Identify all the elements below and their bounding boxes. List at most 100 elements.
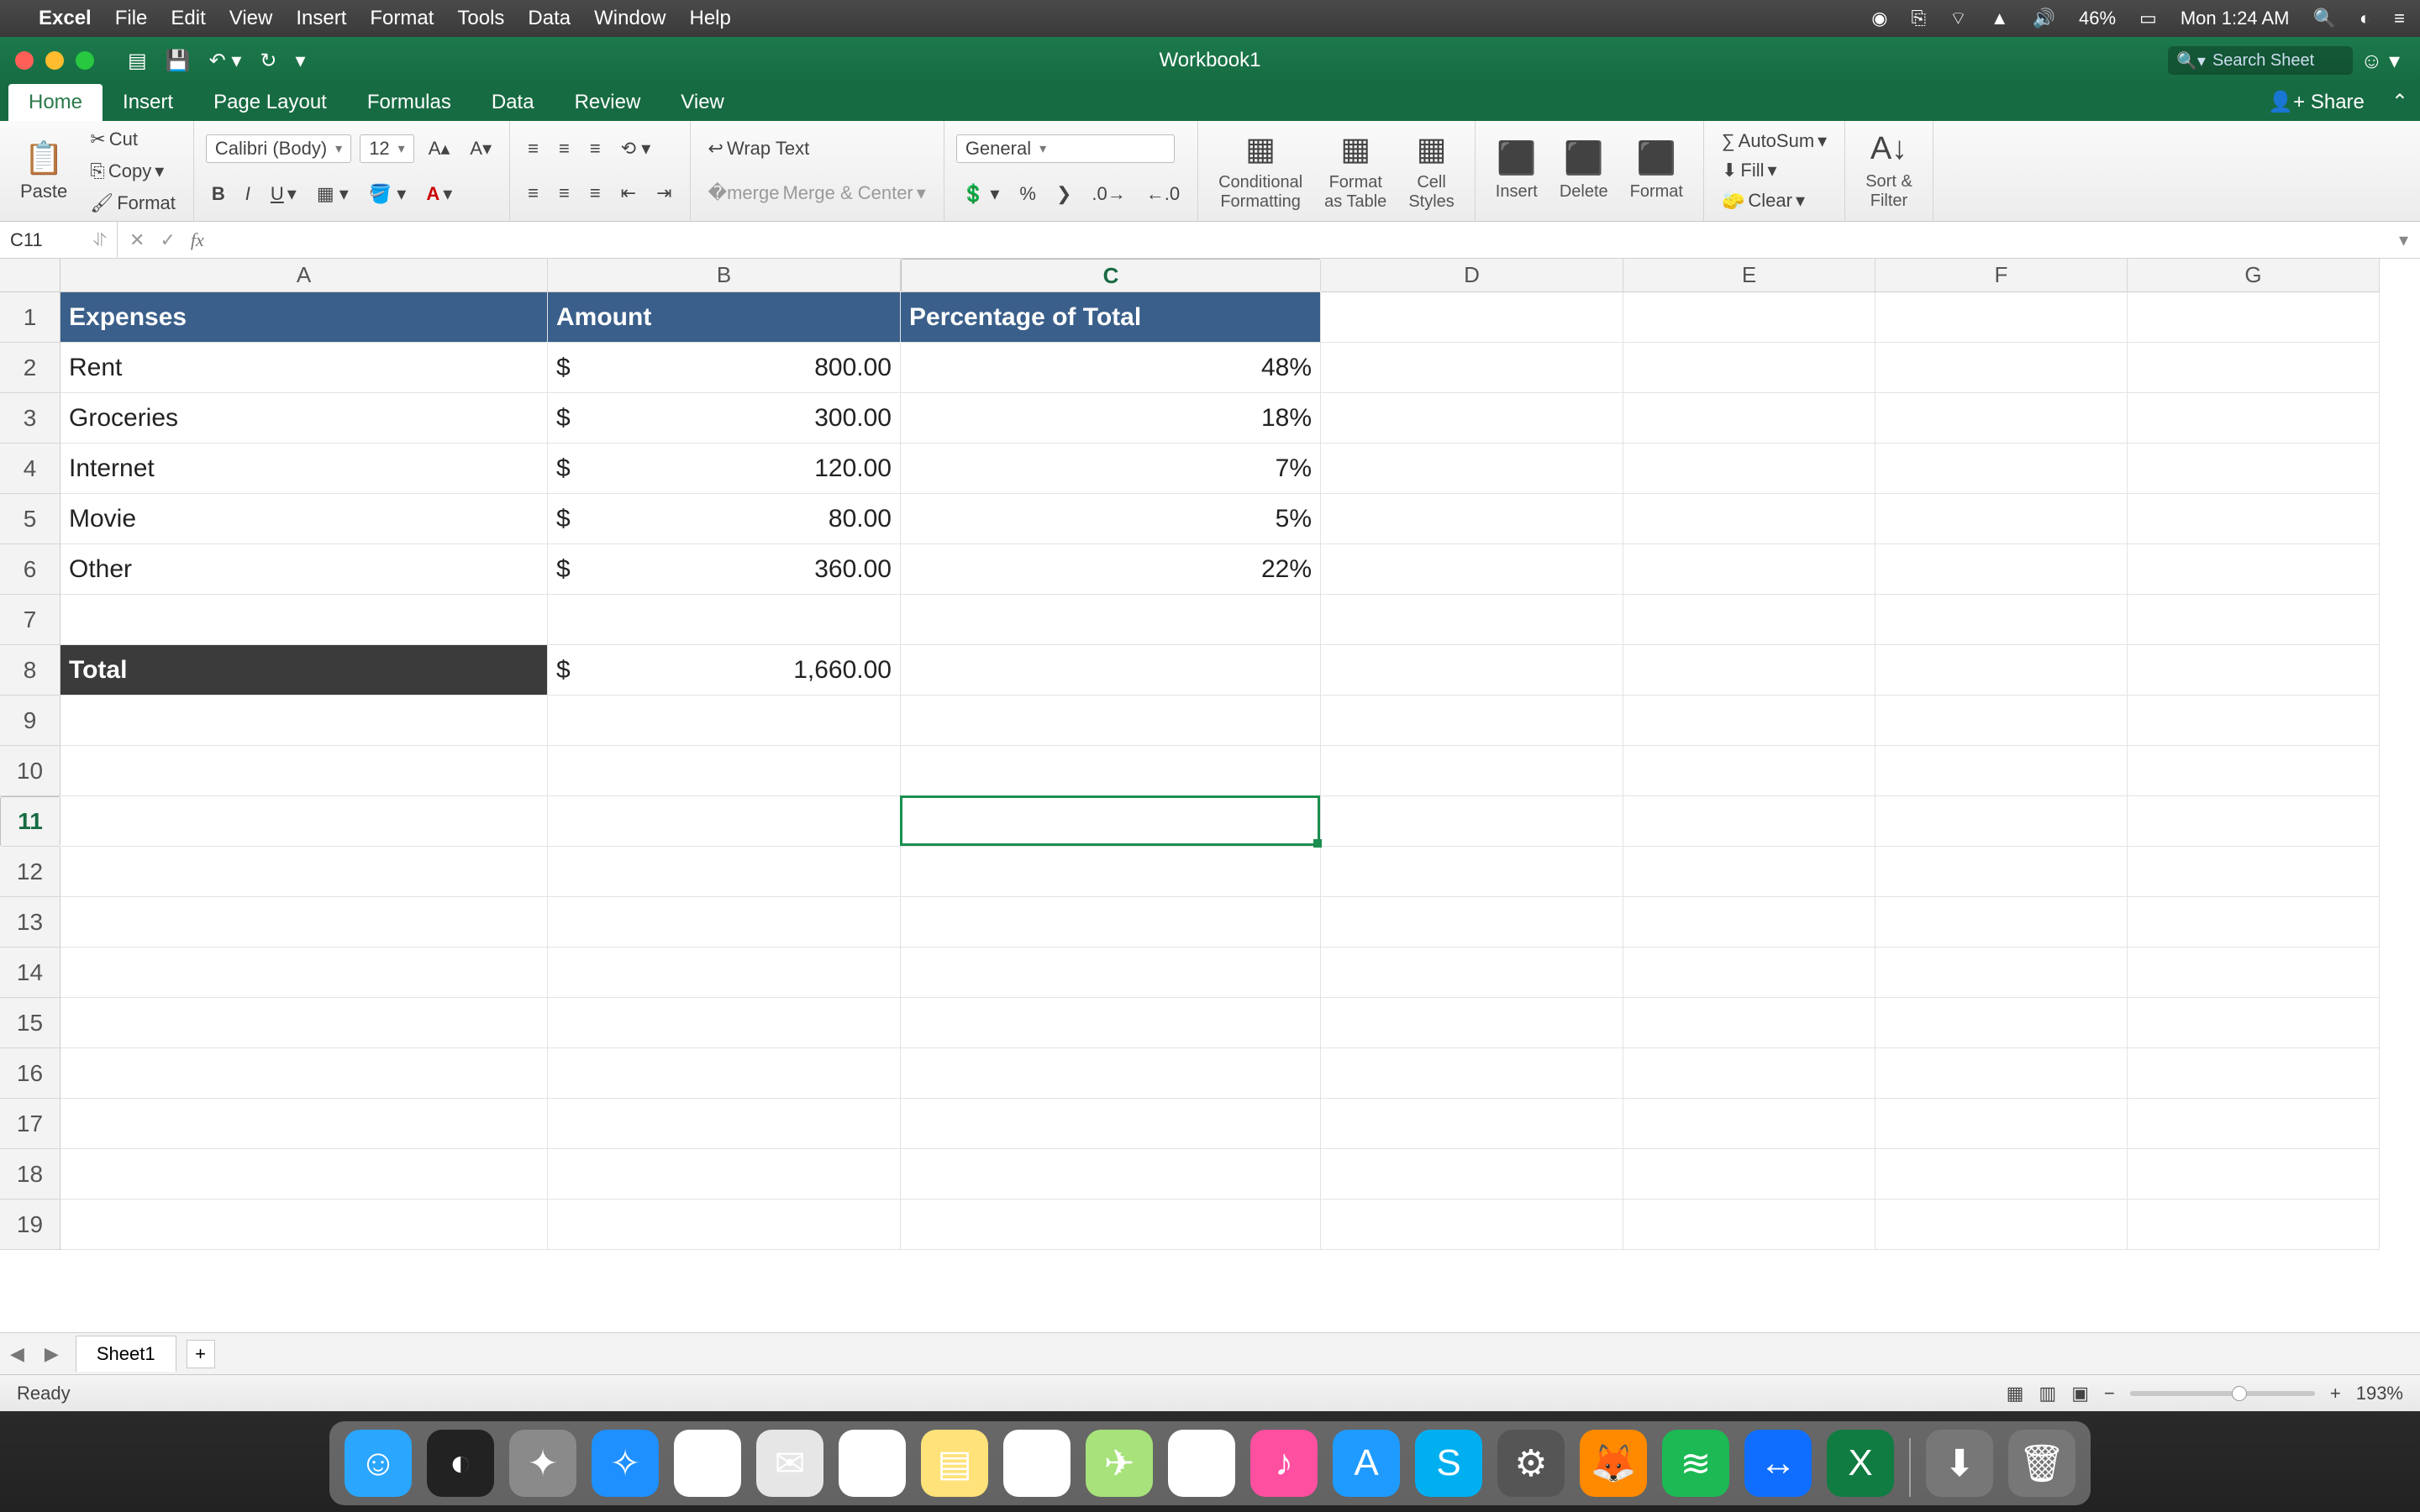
col-header-E[interactable]: E: [1623, 259, 1876, 292]
cell[interactable]: Movie: [60, 494, 548, 544]
dock-app-teamviewer[interactable]: ↔: [1744, 1430, 1812, 1497]
cell[interactable]: [548, 746, 901, 796]
cell[interactable]: [2128, 595, 2380, 645]
cell[interactable]: [1623, 1048, 1876, 1099]
wifi-icon[interactable]: ⌔: [1949, 7, 1967, 30]
cell[interactable]: [2128, 1048, 2380, 1099]
cell[interactable]: [1623, 696, 1876, 746]
cell[interactable]: [901, 1149, 1321, 1200]
worksheet[interactable]: ABCDEFG 12345678910111213141516171819 Ex…: [0, 259, 2420, 1332]
cell[interactable]: Amount: [548, 292, 901, 343]
dock-app-itunes[interactable]: ♪: [1250, 1430, 1318, 1497]
cell[interactable]: [1876, 998, 2128, 1048]
cell[interactable]: 7%: [901, 444, 1321, 494]
cell[interactable]: [548, 1149, 901, 1200]
font-name-select[interactable]: Calibri (Body)▾: [206, 134, 351, 163]
cell[interactable]: [2128, 393, 2380, 444]
cell[interactable]: [548, 696, 901, 746]
cell[interactable]: [60, 696, 548, 746]
cell[interactable]: [2128, 444, 2380, 494]
col-header-C[interactable]: C: [901, 259, 1321, 292]
cell[interactable]: [901, 595, 1321, 645]
cell[interactable]: $360.00: [548, 544, 901, 595]
cell[interactable]: [60, 897, 548, 948]
cancel-formula-icon[interactable]: ✕: [129, 229, 145, 251]
row-header-14[interactable]: 14: [0, 948, 60, 998]
cell[interactable]: Groceries: [60, 393, 548, 444]
row-header-5[interactable]: 5: [0, 494, 60, 544]
align-left-button[interactable]: ≡: [522, 180, 544, 207]
cell[interactable]: Rent: [60, 343, 548, 393]
row-header-18[interactable]: 18: [0, 1149, 60, 1200]
cell[interactable]: Total: [60, 645, 548, 696]
col-header-A[interactable]: A: [60, 259, 548, 292]
attach-icon[interactable]: ⎘: [1911, 8, 1926, 29]
view-normal-icon[interactable]: ▦: [2007, 1383, 2024, 1404]
copy-button[interactable]: ⎘ Copy ▾: [84, 158, 182, 185]
cell[interactable]: [901, 696, 1321, 746]
share-button[interactable]: 👤+ Share: [2253, 83, 2380, 121]
view-pagebreak-icon[interactable]: ▣: [2071, 1383, 2089, 1404]
dock-app-launchpad[interactable]: ✦: [509, 1430, 576, 1497]
cell[interactable]: [1623, 746, 1876, 796]
zoom-slider[interactable]: [2130, 1391, 2315, 1396]
add-sheet-button[interactable]: +: [187, 1340, 215, 1368]
cell[interactable]: [1876, 544, 2128, 595]
eject-icon[interactable]: ▲: [1991, 8, 2009, 29]
row-header-15[interactable]: 15: [0, 998, 60, 1048]
cell[interactable]: [1876, 444, 2128, 494]
cell[interactable]: [1876, 897, 2128, 948]
cell[interactable]: [548, 1048, 901, 1099]
cell[interactable]: Other: [60, 544, 548, 595]
cell[interactable]: [901, 1200, 1321, 1250]
cell[interactable]: [1321, 393, 1623, 444]
cell[interactable]: [1876, 292, 2128, 343]
cell[interactable]: [60, 847, 548, 897]
cell-styles-button[interactable]: ▦Cell Styles: [1400, 127, 1462, 215]
row-header-4[interactable]: 4: [0, 444, 60, 494]
name-box[interactable]: C11⥯: [0, 222, 118, 258]
row-header-1[interactable]: 1: [0, 292, 60, 343]
cell[interactable]: [2128, 746, 2380, 796]
cell[interactable]: [1321, 847, 1623, 897]
cell[interactable]: [60, 948, 548, 998]
cell[interactable]: [901, 998, 1321, 1048]
format-cells-button[interactable]: ⬛Format: [1622, 137, 1691, 205]
cell[interactable]: [1623, 645, 1876, 696]
cell[interactable]: 48%: [901, 343, 1321, 393]
col-header-G[interactable]: G: [2128, 259, 2380, 292]
row-header-10[interactable]: 10: [0, 746, 60, 796]
dock-app-mail[interactable]: ✉: [756, 1430, 823, 1497]
col-header-F[interactable]: F: [1876, 259, 2128, 292]
cell[interactable]: [1321, 444, 1623, 494]
cell[interactable]: [1876, 696, 2128, 746]
menu-tools[interactable]: Tools: [457, 7, 504, 30]
clock[interactable]: Mon 1:24 AM: [2181, 8, 2290, 29]
cloud-icon[interactable]: ◉: [1871, 8, 1887, 29]
cell[interactable]: [1623, 544, 1876, 595]
cell[interactable]: [548, 897, 901, 948]
menubar-app[interactable]: Excel: [39, 7, 92, 30]
tab-review[interactable]: Review: [555, 84, 661, 121]
cell[interactable]: [1321, 645, 1623, 696]
menu-edit[interactable]: Edit: [171, 7, 205, 30]
underline-button[interactable]: U ▾: [265, 181, 302, 207]
cell[interactable]: [1876, 746, 2128, 796]
cell[interactable]: [1321, 948, 1623, 998]
border-button[interactable]: ▦ ▾: [311, 181, 355, 207]
col-header-B[interactable]: B: [548, 259, 901, 292]
notifications-icon[interactable]: ≡: [2394, 8, 2405, 29]
dock-app-skype[interactable]: S: [1415, 1430, 1482, 1497]
cell[interactable]: Expenses: [60, 292, 548, 343]
sheet-tab-1[interactable]: Sheet1: [76, 1336, 176, 1372]
zoom-out-button[interactable]: −: [2104, 1383, 2115, 1404]
cell[interactable]: [2128, 343, 2380, 393]
cell[interactable]: $80.00: [548, 494, 901, 544]
dock-app-finder[interactable]: ☺: [345, 1430, 412, 1497]
cut-button[interactable]: ✂ Cut: [84, 126, 182, 153]
cell[interactable]: [1321, 343, 1623, 393]
cell[interactable]: [1321, 494, 1623, 544]
comma-button[interactable]: ❯: [1050, 181, 1077, 207]
dock-downloads[interactable]: ⬇: [1926, 1430, 1993, 1497]
cell[interactable]: [1321, 1200, 1623, 1250]
